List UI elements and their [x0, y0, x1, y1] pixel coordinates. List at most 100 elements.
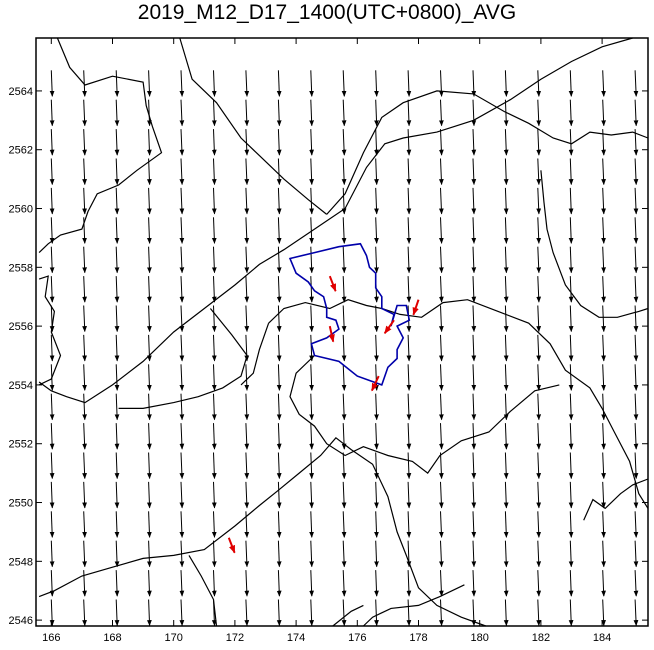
wind-arrow [406, 70, 412, 97]
wind-arrow [211, 305, 217, 333]
wind-arrow [49, 187, 55, 215]
wind-arrow [471, 540, 477, 568]
wind-arrow [341, 334, 347, 362]
wind-arrow [179, 305, 185, 333]
wind-arrow [179, 540, 185, 568]
wind-arrow [49, 70, 55, 97]
highlight-arrow [383, 319, 395, 334]
wind-arrow [146, 511, 152, 538]
wind-arrow [503, 540, 509, 568]
wind-arrow [374, 129, 379, 156]
wind-arrow [341, 158, 347, 186]
wind-arrow [406, 158, 412, 186]
wind-arrow [179, 334, 185, 362]
wind-arrow [82, 158, 87, 186]
wind-arrow [146, 334, 152, 362]
wind-arrow [341, 393, 347, 421]
wind-arrow [471, 423, 477, 450]
wind-arrow [568, 423, 574, 450]
wind-arrow [601, 276, 606, 303]
wind-arrow [49, 217, 55, 244]
wind-arrow [49, 570, 55, 597]
wind-arrow [211, 334, 217, 362]
wind-arrow [438, 305, 444, 333]
wind-arrow [146, 540, 152, 568]
boundary-line [179, 37, 328, 215]
highlight-arrow [328, 325, 335, 343]
wind-arrow [503, 599, 509, 627]
wind-arrow [503, 452, 509, 480]
wind-arrow [503, 481, 509, 509]
wind-arrow [179, 599, 185, 627]
highlight-arrows [227, 275, 420, 554]
axes: 166 168 170 172 174 176 178 180 182 184 2546 2548 25… [9, 38, 648, 644]
y-tick-label: 2560 [9, 204, 33, 216]
wind-arrow [244, 70, 250, 97]
highlight-arrow [412, 299, 420, 316]
wind-arrow [146, 99, 152, 127]
wind-arrow [114, 129, 120, 156]
wind-arrow [471, 452, 477, 480]
wind-arrow [471, 334, 477, 362]
wind-arrow [244, 570, 250, 597]
wind-arrow [49, 129, 55, 156]
wind-arrow [276, 276, 282, 303]
wind-arrow [244, 187, 250, 215]
wind-arrow [309, 423, 314, 450]
wind-arrow [633, 481, 639, 509]
wind-arrow [406, 187, 412, 215]
wind-arrow [536, 217, 542, 244]
wind-arrow [406, 452, 412, 480]
wind-arrow [438, 570, 444, 597]
wind-arrow [114, 187, 120, 215]
wind-arrow [211, 423, 217, 450]
wind-arrow [341, 187, 347, 215]
wind-arrow [503, 423, 509, 450]
wind-arrow [82, 305, 87, 333]
wind-arrow [146, 276, 152, 303]
wind-arrow [341, 129, 347, 156]
wind-arrow [633, 423, 639, 450]
wind-arrow [374, 99, 379, 127]
wind-arrow [49, 452, 55, 480]
wind-arrow [633, 99, 639, 127]
wind-arrow [568, 334, 574, 362]
wind-arrow [471, 129, 477, 156]
wind-arrow [568, 70, 574, 97]
wind-arrow [536, 305, 542, 333]
wind-arrow [438, 393, 444, 421]
wind-arrow [114, 70, 120, 97]
wind-arrow [179, 187, 185, 215]
y-tick-label: 2562 [9, 145, 33, 157]
wind-arrow [49, 599, 55, 627]
wind-arrow [276, 99, 282, 127]
wind-arrow [276, 481, 282, 509]
wind-arrow [438, 158, 444, 186]
wind-arrow [374, 599, 379, 627]
wind-arrow [536, 511, 542, 538]
wind-arrow [309, 70, 314, 97]
wind-arrow [179, 70, 185, 97]
wind-arrow [568, 599, 574, 627]
wind-arrow [341, 70, 347, 97]
wind-arrow [309, 129, 314, 156]
wind-arrow [211, 452, 217, 480]
wind-arrow [633, 187, 639, 215]
wind-arrow [276, 511, 282, 538]
wind-arrow [374, 452, 379, 480]
wind-arrow [601, 393, 606, 421]
wind-arrow [341, 540, 347, 568]
wind-arrow [438, 276, 444, 303]
wind-arrow [49, 423, 55, 450]
wind-arrow [309, 187, 314, 215]
wind-arrow [309, 246, 314, 274]
wind-arrow [503, 246, 509, 274]
boundary-line [583, 478, 649, 521]
wind-arrow [82, 570, 87, 597]
wind-arrow [438, 217, 444, 244]
wind-arrow [211, 393, 217, 421]
map-title: 2019_M12_D17_1400(UTC+0800)_AVG [137, 1, 517, 24]
wind-arrow [244, 599, 250, 627]
wind-arrow [49, 540, 55, 568]
wind-arrow [211, 158, 217, 186]
